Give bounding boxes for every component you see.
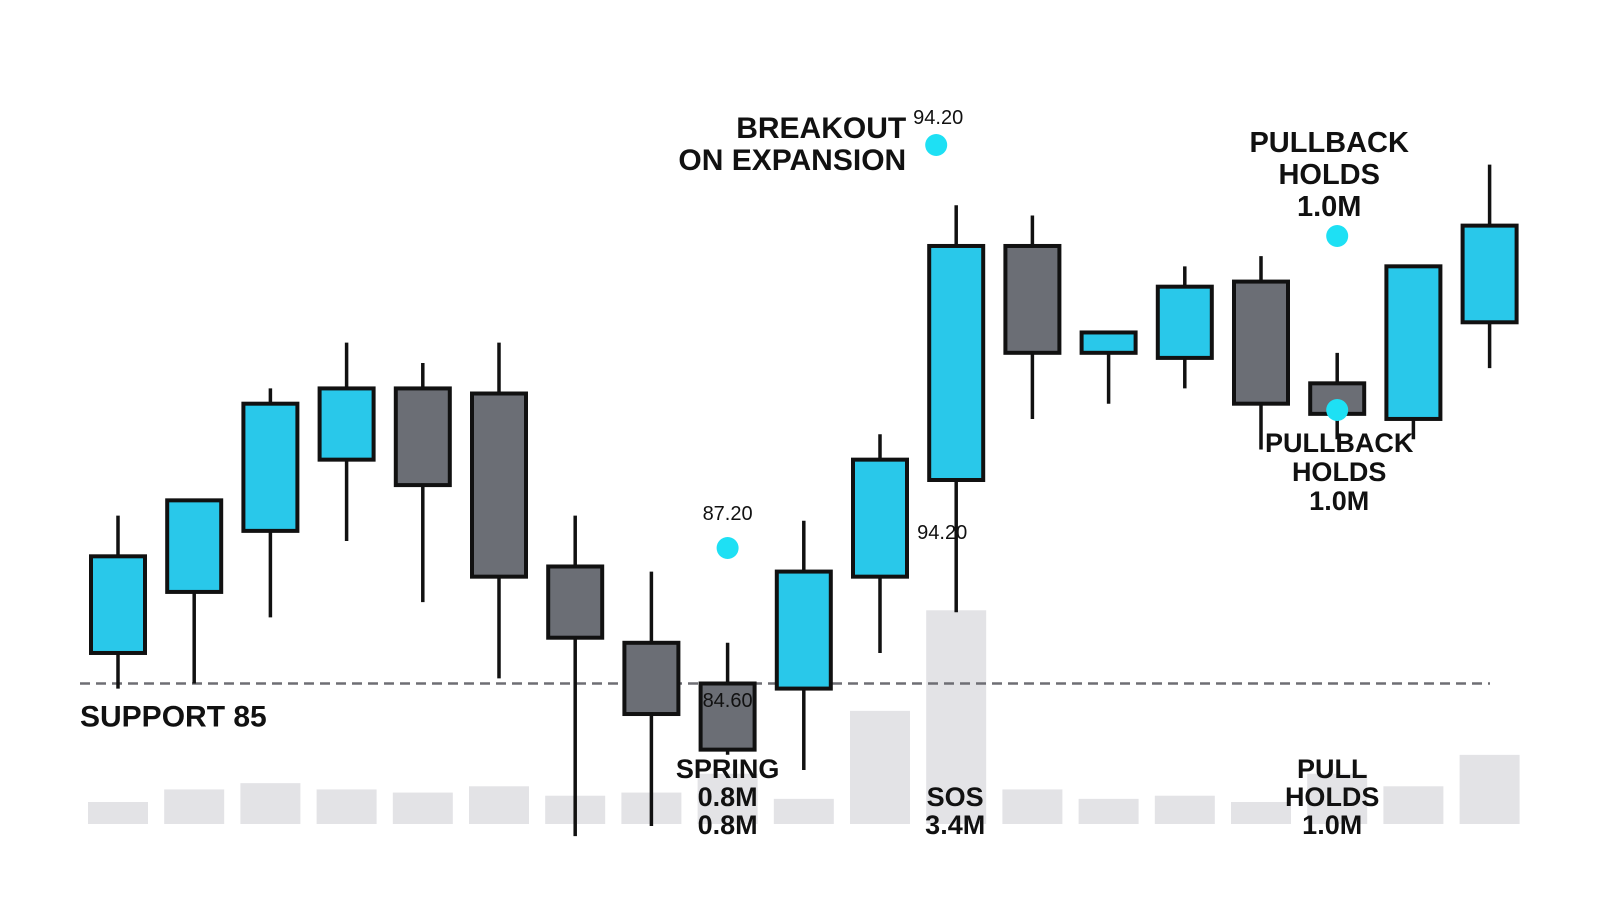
breakout-marker: [925, 134, 948, 156]
volume-label: SOS 3.4M: [925, 782, 985, 840]
candle-body: [1079, 330, 1138, 355]
candle: [774, 520, 833, 770]
candle: [1155, 266, 1214, 389]
volume-bar: [164, 789, 225, 824]
candle: [165, 498, 224, 684]
candle: [317, 342, 376, 542]
candle-body: [1232, 279, 1290, 406]
candle: [1232, 256, 1290, 450]
volume-bar: [1002, 789, 1063, 824]
candle-body: [317, 386, 376, 462]
breakout-price-label: 94.20: [913, 107, 963, 129]
volume-bar: [1383, 786, 1444, 824]
volume-bar: [240, 783, 301, 824]
markers: [716, 134, 1349, 559]
volume-bar: [1307, 773, 1368, 824]
candle-body: [89, 554, 147, 655]
pullback-bottom-marker: [1326, 399, 1349, 421]
candle: [851, 434, 909, 653]
breakout-low-label: 94.20: [917, 522, 967, 544]
spring-low-label: 84.60: [703, 690, 753, 712]
breakout-annotation: BREAKOUT ON EXPANSION: [678, 112, 906, 177]
candle: [1308, 352, 1367, 440]
candle: [1384, 264, 1443, 440]
volume-bar: [469, 786, 529, 824]
volume-bar: [88, 802, 148, 824]
candle-body: [851, 457, 909, 579]
candle-body: [241, 401, 300, 533]
candle-body: [1155, 284, 1214, 360]
candle-body: [1460, 223, 1519, 325]
candle-body: [927, 243, 986, 482]
support-label: SUPPORT 85: [80, 701, 267, 734]
candles: [89, 164, 1519, 837]
candle-body: [622, 640, 681, 717]
volume-bar: [1459, 754, 1520, 824]
candle: [89, 515, 147, 689]
spring-marker: [716, 537, 739, 559]
volume-bar: [773, 798, 834, 824]
candle: [470, 342, 528, 679]
candle: [546, 515, 605, 837]
candle: [1003, 215, 1062, 419]
pullback-bottom-annotation: PULLBACK HOLDS 1.0M: [1265, 428, 1414, 516]
candle: [622, 571, 681, 826]
candle: [241, 388, 300, 618]
volume-label: PULL HOLDS 1.0M: [1285, 754, 1380, 840]
volume-bar: [1154, 795, 1215, 824]
candle-body: [774, 569, 833, 691]
candle-body: [546, 564, 605, 640]
candle: [927, 205, 986, 613]
candle-body: [1003, 243, 1062, 355]
candle-body: [698, 681, 757, 752]
candle-body: [165, 498, 224, 594]
candle: [1460, 164, 1519, 369]
volume-bar: [1078, 798, 1139, 824]
pullback-top-marker: [1326, 225, 1349, 247]
volume-bar: [850, 710, 910, 824]
annotations: 94.20 BREAKOUT ON EXPANSION 94.20 87.20 84.60…: [676, 107, 1414, 840]
volume-bar: [392, 792, 453, 824]
volume-bar: [316, 789, 377, 824]
volume-bar: [926, 610, 987, 824]
candle-body: [393, 386, 452, 488]
volume-label: SPRING 0.8M 0.8M: [676, 754, 780, 840]
candle: [1079, 330, 1138, 404]
candle: [393, 362, 452, 603]
candle: [698, 642, 757, 755]
pullback-top-annotation: PULLBACK HOLDS 1.0M: [1249, 127, 1409, 223]
volume-bar: [1231, 802, 1291, 824]
candle-body: [1384, 264, 1443, 421]
candle-body: [470, 391, 528, 579]
volume-bar: [697, 773, 758, 824]
spring-high-label: 87.20: [703, 503, 753, 525]
volume-bars: [88, 610, 1520, 824]
